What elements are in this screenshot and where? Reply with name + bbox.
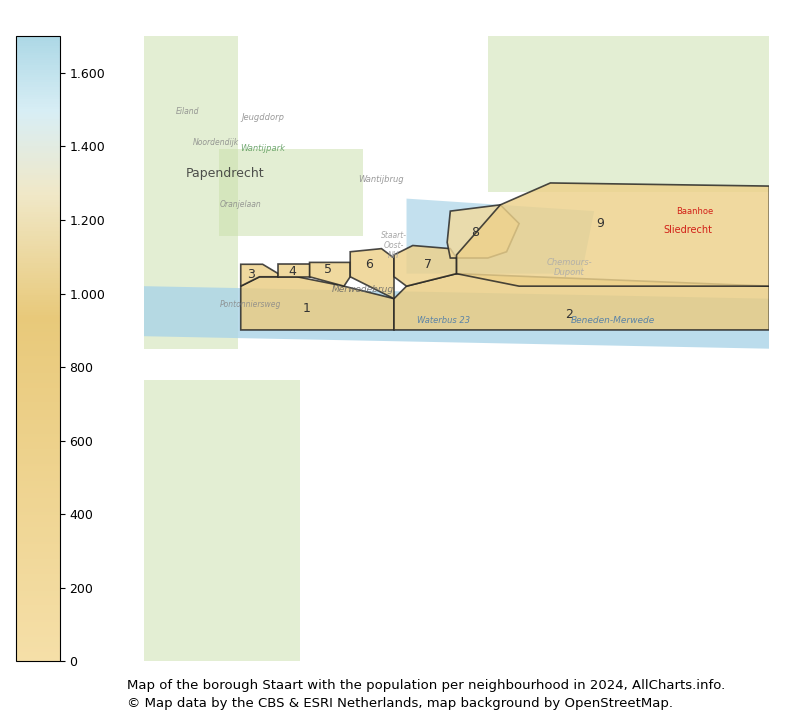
Text: Map of the borough Staart with the population per neighbourhood in 2024, AllChar: Map of the borough Staart with the popul… <box>127 679 725 692</box>
Text: Pontonniersweg: Pontonniersweg <box>219 301 281 309</box>
Polygon shape <box>144 36 237 349</box>
Text: 1: 1 <box>303 301 310 314</box>
Text: 4: 4 <box>289 265 297 278</box>
Polygon shape <box>457 183 769 286</box>
Text: 7: 7 <box>425 258 433 271</box>
Polygon shape <box>278 265 310 277</box>
Polygon shape <box>144 380 300 661</box>
Text: Oranjelaan: Oranjelaan <box>220 201 261 209</box>
Text: Sliedrecht: Sliedrecht <box>664 225 712 235</box>
Polygon shape <box>144 286 769 349</box>
Text: 2: 2 <box>565 308 573 321</box>
Text: © Map data by the CBS & ESRI Netherlands, map background by OpenStreetMap.: © Map data by the CBS & ESRI Netherlands… <box>127 697 673 710</box>
Text: Wantijbrug: Wantijbrug <box>359 175 404 184</box>
Polygon shape <box>219 149 363 236</box>
Text: 8: 8 <box>472 226 480 239</box>
Text: Papendrecht: Papendrecht <box>186 167 264 180</box>
Polygon shape <box>350 249 394 298</box>
Polygon shape <box>447 205 519 258</box>
Text: Waterbus 23: Waterbus 23 <box>418 316 471 325</box>
Text: Merwedebrug: Merwedebrug <box>332 285 394 294</box>
Polygon shape <box>394 245 457 286</box>
Text: Wantijpark: Wantijpark <box>240 144 285 153</box>
Text: Noordendijk: Noordendijk <box>193 138 239 147</box>
Text: 9: 9 <box>596 217 604 230</box>
Polygon shape <box>241 265 278 286</box>
Polygon shape <box>488 36 769 192</box>
Text: 3: 3 <box>248 268 256 281</box>
Polygon shape <box>394 274 769 330</box>
Polygon shape <box>407 198 594 274</box>
Text: Beneden-Merwede: Beneden-Merwede <box>571 316 655 325</box>
Text: 5: 5 <box>324 263 333 276</box>
Text: Baanhoe: Baanhoe <box>676 206 713 216</box>
Text: Staart-
Oost-
NH: Staart- Oost- NH <box>381 231 407 260</box>
Text: Eiland: Eiland <box>175 106 199 116</box>
Text: 6: 6 <box>365 258 373 271</box>
Text: Chemours-
Dupont: Chemours- Dupont <box>546 257 592 277</box>
Polygon shape <box>241 277 394 330</box>
Polygon shape <box>310 262 350 286</box>
Text: Jeugddorp: Jeugddorp <box>241 113 284 122</box>
